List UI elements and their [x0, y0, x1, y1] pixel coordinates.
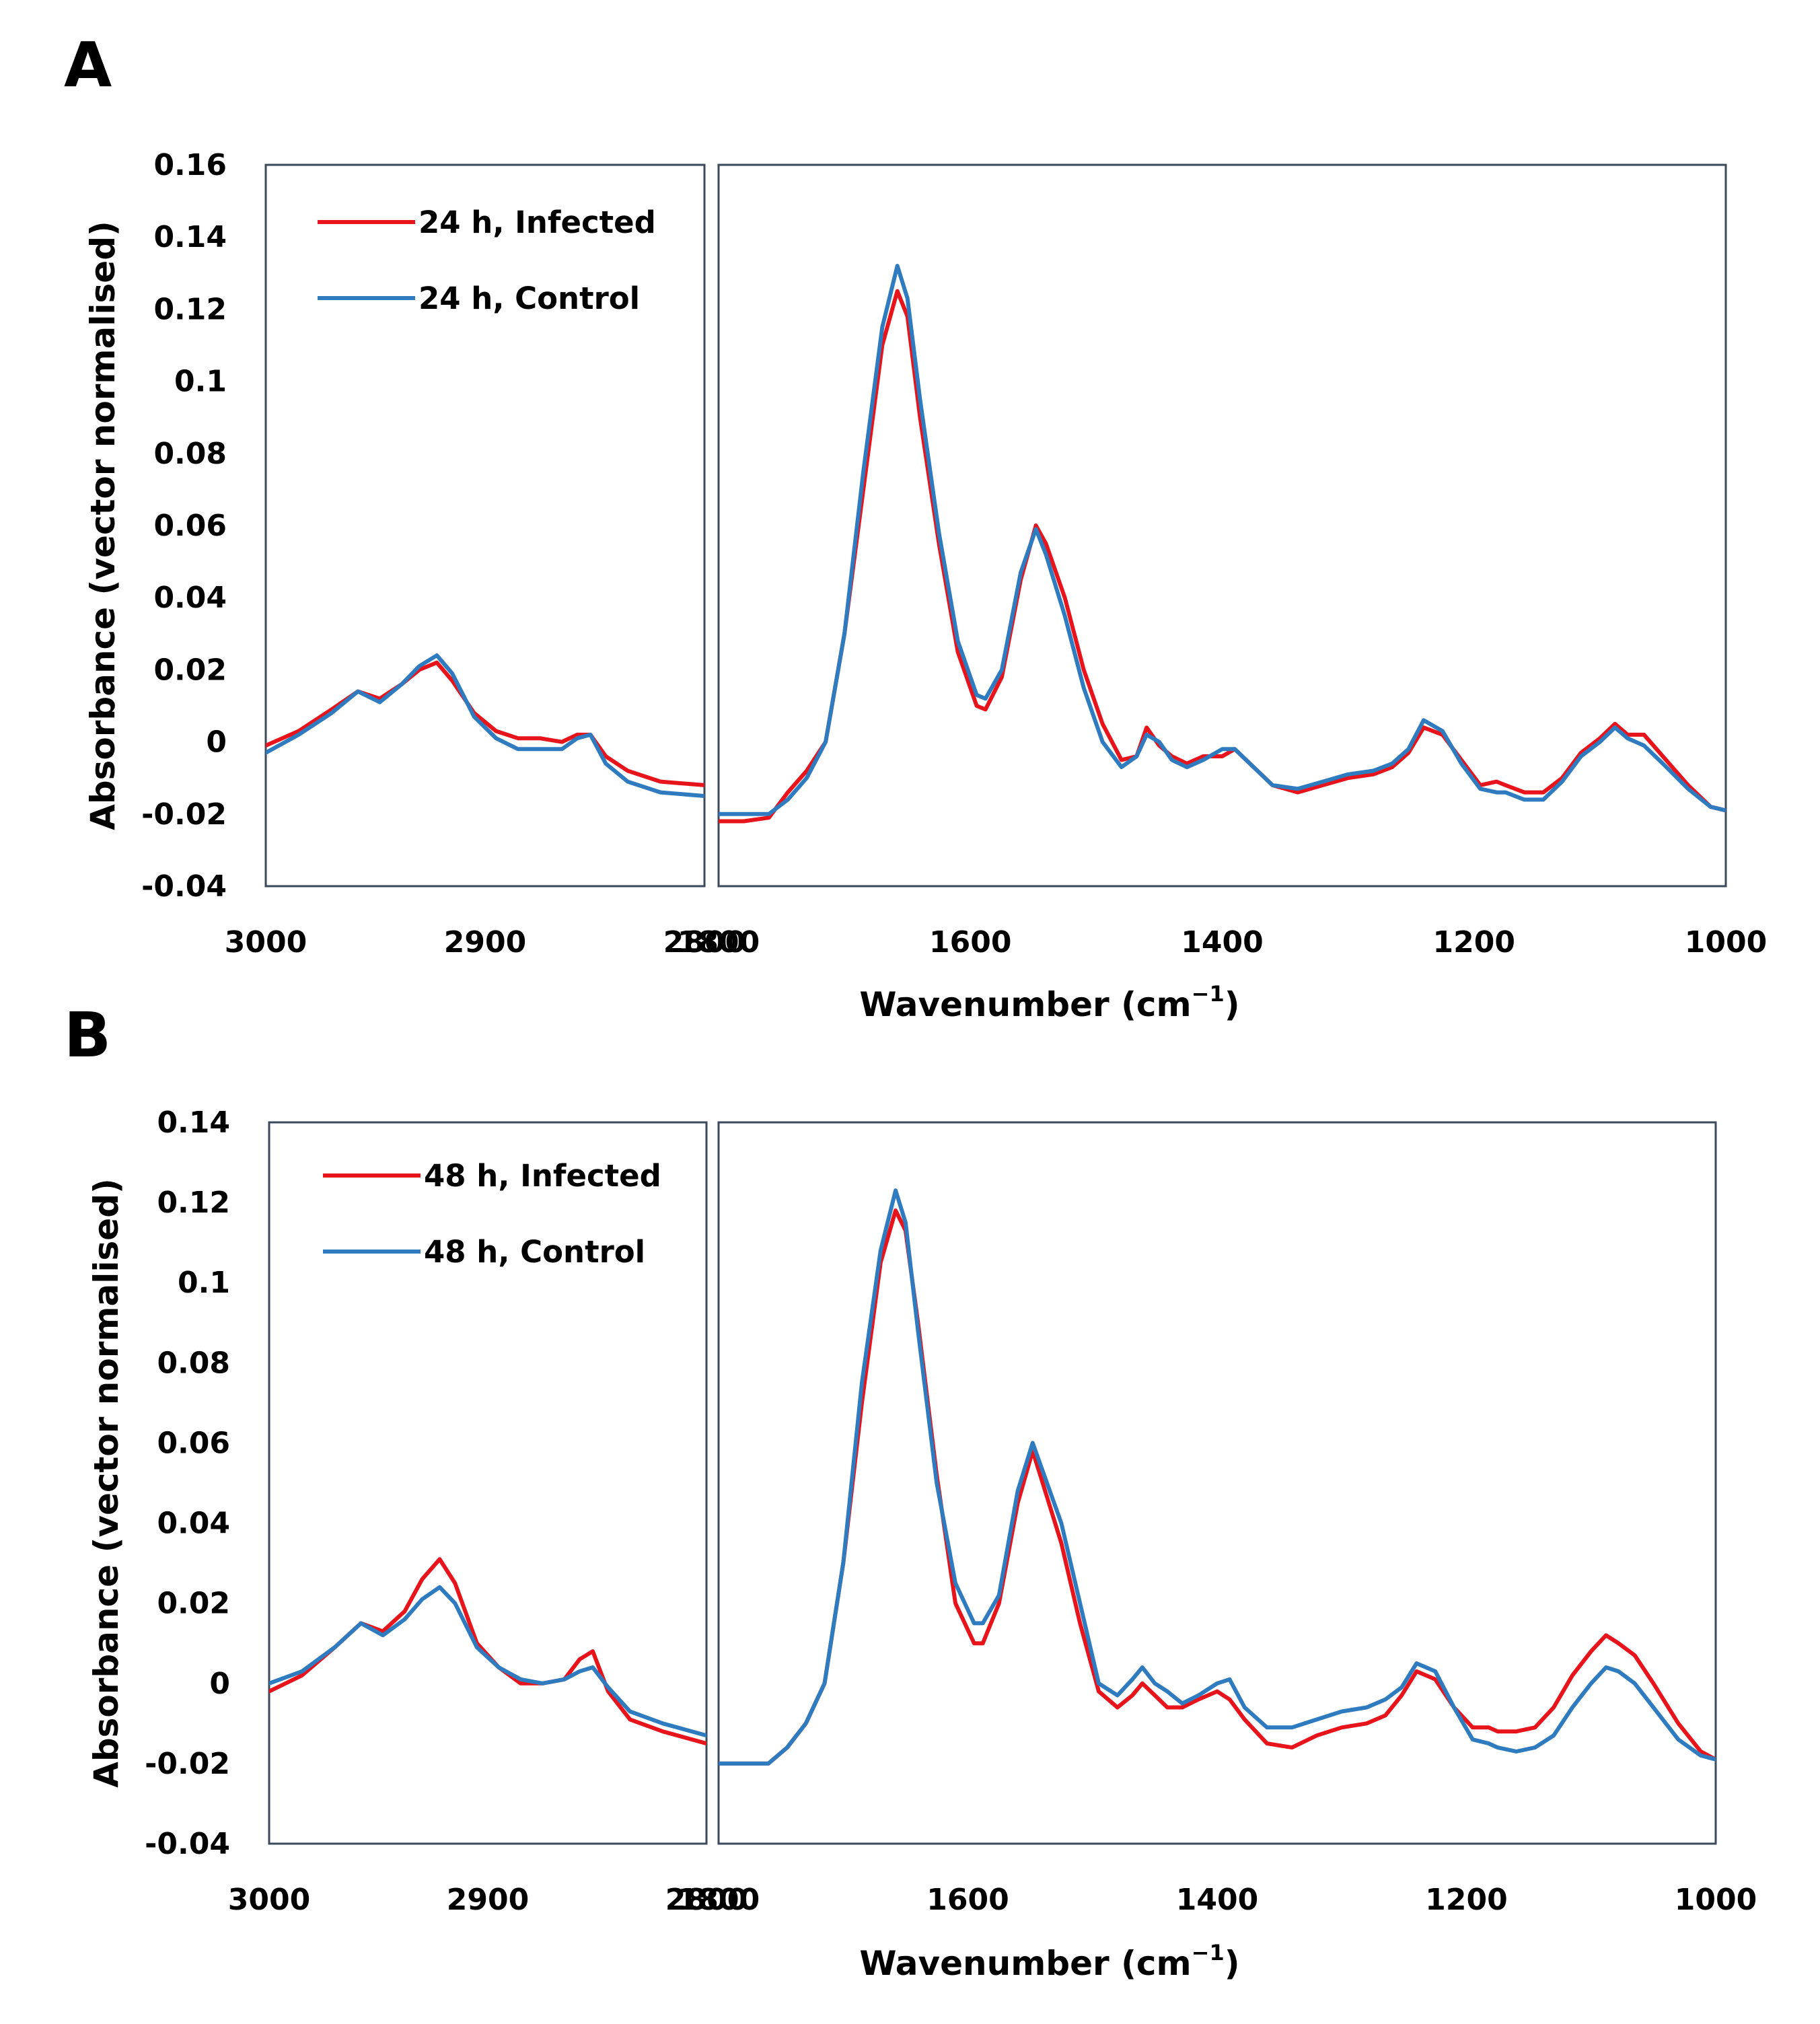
panel-label: A — [64, 29, 112, 101]
x-axis-title-close: ) — [1225, 985, 1240, 1024]
y-axis-title: Absorbance (vector normalised) — [83, 221, 122, 830]
x-tick-label-left: 3000 — [225, 925, 307, 960]
series-line-right-48-h-infected — [719, 1208, 1716, 1766]
plot-frame-right — [717, 1121, 1717, 1845]
y-tick-label: -0.04 — [145, 1827, 230, 1861]
y-tick-label: 0.1 — [174, 365, 227, 399]
x-axis-title: Wavenumber (cm−1) — [859, 1940, 1239, 1983]
y-tick-label: 0.08 — [153, 437, 227, 471]
y-tick-label: 0.08 — [157, 1346, 230, 1380]
y-tick-label: 0.02 — [157, 1587, 230, 1621]
x-axis-title-superscript: −1 — [1192, 981, 1225, 1007]
x-axis-title-close: ) — [1225, 1944, 1240, 1983]
x-tick-label-left: 2900 — [447, 1883, 529, 1917]
series-line-right-48-h-control — [719, 1188, 1716, 1766]
x-tick-label-right: 1400 — [1176, 1883, 1258, 1917]
plot-frame-left — [268, 1121, 708, 1845]
y-tick-label: 0.02 — [153, 653, 227, 687]
series-line-left-48-h-control — [269, 1585, 706, 1738]
x-tick-label-right: 1200 — [1433, 925, 1515, 960]
y-tick-label: 0.04 — [157, 1507, 230, 1541]
series-line-left-24-h-control — [266, 653, 704, 798]
x-tick-label-left: 2900 — [444, 925, 526, 960]
panel-a: A 0.16 0.14 0.12 0.1 0.08 0.06 0.04 0.02 0 -0.02 -0… — [64, 29, 1767, 1024]
y-tick-label: 0.1 — [178, 1266, 230, 1300]
y-tick-label: 0.14 — [157, 1106, 230, 1140]
x-tick-label-right: 1800 — [678, 925, 760, 960]
x-axis-title-superscript: −1 — [1192, 1940, 1225, 1965]
y-tick-label: 0.14 — [153, 220, 227, 254]
x-axis-title: Wavenumber (cm−1) — [859, 981, 1239, 1024]
panel-label: B — [64, 999, 111, 1071]
x-tick-label-right: 1000 — [1675, 1883, 1757, 1917]
series-line-right-24-h-infected — [719, 289, 1726, 824]
legend-label: 24 h, Infected — [418, 205, 656, 240]
x-tick-label-left: 2800 — [665, 1883, 748, 1917]
y-tick-label: 0.04 — [153, 581, 227, 615]
y-tick-label: -0.02 — [145, 1747, 230, 1781]
x-tick-label-right: 1200 — [1425, 1883, 1507, 1917]
x-tick-label-right: 1400 — [1181, 925, 1263, 960]
y-tick-label: 0.16 — [153, 148, 227, 182]
x-tick-label-right: 1000 — [1685, 925, 1767, 960]
plot-frame-right — [717, 164, 1727, 888]
x-tick-label-right: 1600 — [929, 925, 1011, 960]
y-tick-label: 0.06 — [153, 509, 227, 543]
y-tick-label: -0.02 — [141, 797, 227, 832]
y-tick-label: 0.12 — [157, 1186, 230, 1220]
series-line-right-24-h-control — [719, 264, 1726, 816]
y-tick-label: 0.12 — [153, 292, 227, 326]
x-tick-label-right: 1600 — [926, 1883, 1009, 1917]
x-tick-label-left: 2800 — [663, 925, 745, 960]
plot-frame-left — [264, 164, 706, 888]
legend-label: 24 h, Control — [418, 281, 640, 316]
y-tick-label: 0 — [206, 725, 227, 760]
x-axis-title-text: Wavenumber (cm — [859, 1944, 1191, 1983]
y-tick-label: 0.06 — [157, 1426, 230, 1460]
x-axis-title-text: Wavenumber (cm — [859, 985, 1191, 1024]
x-tick-label-left: 3000 — [228, 1883, 310, 1917]
y-tick-label: -0.04 — [141, 869, 227, 904]
series-line-left-24-h-infected — [266, 660, 704, 787]
legend-label: 48 h, Control — [424, 1234, 645, 1270]
x-tick-label-right: 1800 — [678, 1883, 760, 1917]
y-tick-label: 0 — [209, 1667, 230, 1701]
panel-b: B 0.14 0.12 0.1 0.08 0.06 0.04 0.02 0 -0.02 -0.04 3… — [64, 999, 1757, 1983]
y-axis-title: Absorbance (vector normalised) — [87, 1178, 126, 1788]
legend-label: 48 h, Infected — [424, 1158, 661, 1194]
